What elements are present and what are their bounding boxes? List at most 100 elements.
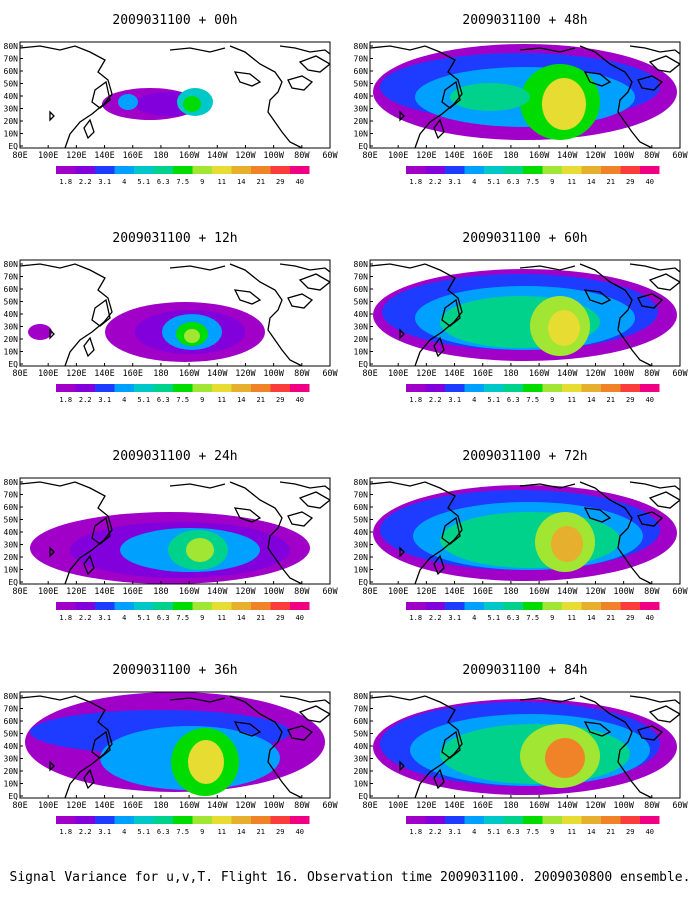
colorbar-swatch [173, 816, 193, 824]
coastline [279, 481, 330, 491]
panel-title: 2009031100 + 72h [462, 449, 587, 464]
colorbar: 1.8 2.2 3.1 4 5.1 6.3 7.5 9 11 14 21 29 40 [406, 384, 660, 404]
colorbar-label: 11 [218, 396, 226, 404]
lon-label: 100E [38, 801, 58, 811]
lon-label: 80E [362, 369, 377, 379]
map-frame [19, 259, 331, 367]
colorbar-label: 9 [550, 614, 554, 622]
colorbar-swatch [620, 166, 640, 174]
lat-label: 50N [354, 298, 369, 307]
colorbar-swatch [406, 602, 426, 610]
coastline [20, 695, 113, 798]
colorbar-label: 1.8 [409, 396, 422, 404]
colorbar-label: 11 [568, 178, 576, 186]
map-frame [19, 477, 331, 585]
variance-field [20, 692, 330, 798]
lon-label: 120E [66, 801, 86, 811]
colorbar-label: 5.1 [487, 828, 500, 836]
colorbar-label: 14 [587, 614, 595, 622]
colorbar-swatch [562, 602, 582, 610]
colorbar-label: 3.1 [448, 828, 461, 836]
colorbar-swatch [601, 602, 621, 610]
lat-label: 30N [4, 323, 19, 332]
colorbar-swatch [231, 602, 251, 610]
coastline [637, 511, 664, 527]
colorbar-swatch [562, 816, 582, 824]
colorbar: 1.8 2.2 3.1 4 5.1 6.3 7.5 9 11 14 21 29 40 [56, 816, 310, 836]
colorbar-swatch [464, 602, 484, 610]
coastline [229, 695, 303, 798]
colorbar-label: 29 [276, 178, 284, 186]
coastline [229, 263, 303, 366]
colorbar: 1.8 2.2 3.1 4 5.1 6.3 7.5 9 11 14 21 29 40 [56, 166, 310, 186]
colorbar-swatch [523, 166, 543, 174]
lat-label: EQ [358, 792, 368, 801]
colorbar-label: 7.5 [176, 614, 189, 622]
colorbar-swatch [425, 166, 445, 174]
lon-label: 180 [503, 587, 518, 597]
map-frame [19, 41, 331, 149]
lon-label: 140E [94, 587, 114, 597]
lat-label: 20N [4, 117, 19, 126]
colorbar-swatch [192, 384, 212, 392]
colorbar-swatch [620, 602, 640, 610]
colorbar-label: 3.1 [448, 178, 461, 186]
colorbar-label: 5.1 [487, 614, 500, 622]
colorbar-swatch [114, 816, 134, 824]
colorbar-label: 9 [200, 828, 204, 836]
lon-label: 100W [263, 151, 284, 161]
coastline [49, 110, 55, 122]
lon-label: 140W [207, 369, 228, 379]
colorbar-swatch [231, 816, 251, 824]
lon-label: 140W [207, 151, 228, 161]
colorbar-label: 4 [122, 396, 126, 404]
lat-label: 70N [354, 55, 369, 64]
lat-label: 40N [4, 742, 19, 751]
colorbar-swatch [445, 166, 465, 174]
coastline [399, 110, 405, 122]
lat-label: 30N [354, 755, 369, 764]
map-panel: 2009031100 + 60h 80N 70N 60N 50N 40N 30N 20N 10N… [354, 231, 689, 404]
lat-label: 20N [4, 767, 19, 776]
colorbar-swatch [192, 602, 212, 610]
colorbar-label: 1.8 [59, 396, 72, 404]
colorbar-label: 29 [626, 396, 634, 404]
coastline [370, 263, 463, 366]
lon-label: 100E [388, 587, 408, 597]
colorbar-label: 11 [218, 614, 226, 622]
variance-field [370, 695, 680, 798]
colorbar: 1.8 2.2 3.1 4 5.1 6.3 7.5 9 11 14 21 29 40 [406, 602, 660, 622]
lon-label: 80E [362, 587, 377, 597]
colorbar-label: 14 [237, 178, 245, 186]
lon-label: 100E [38, 151, 58, 161]
coastline [637, 725, 664, 741]
colorbar-label: 29 [276, 614, 284, 622]
colorbar-label: 3.1 [448, 396, 461, 404]
lon-label: 80E [12, 151, 27, 161]
lon-label: 160W [179, 369, 200, 379]
lon-label: 160E [122, 587, 142, 597]
lon-label: 140W [557, 369, 578, 379]
lon-label: 80E [362, 801, 377, 811]
colorbar-label: 1.8 [409, 828, 422, 836]
colorbar-swatch [601, 384, 621, 392]
coastline [49, 328, 55, 340]
coastline [583, 289, 612, 305]
map-panel: 2009031100 + 72h 80N 70N 60N 50N 40N 30N 20N 10N… [354, 449, 689, 622]
colorbar-label: 4 [122, 614, 126, 622]
colorbar-label: 9 [200, 614, 204, 622]
colorbar-swatch [484, 816, 504, 824]
lat-label: 40N [4, 92, 19, 101]
colorbar-swatch [95, 384, 115, 392]
variance-contour [542, 78, 586, 130]
colorbar-swatch [425, 602, 445, 610]
colorbar-swatch [75, 384, 95, 392]
lat-label: 50N [4, 730, 19, 739]
colorbar-label: 14 [587, 396, 595, 404]
colorbar-swatch [270, 166, 290, 174]
colorbar-label: 9 [550, 828, 554, 836]
colorbar-label: 29 [276, 396, 284, 404]
colorbar-label: 7.5 [526, 828, 539, 836]
colorbar-label: 2.2 [429, 614, 442, 622]
colorbar-swatch [523, 384, 543, 392]
